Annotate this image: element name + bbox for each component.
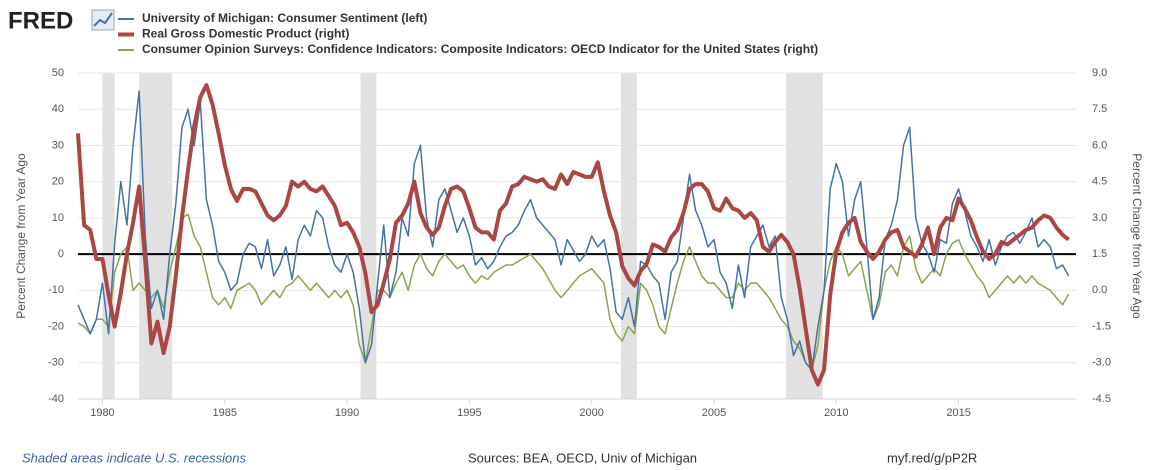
y-tick-label: 0 [58, 248, 64, 260]
y2-tick-label: 1.5 [1092, 248, 1107, 260]
x-tick-label: 1980 [90, 407, 114, 419]
footer-sources: Sources: BEA, OECD, Univ of Michigan [468, 450, 697, 465]
footer-note: Shaded areas indicate U.S. recessions [22, 450, 247, 465]
logo: FRED [8, 7, 73, 34]
y-tick-label: -20 [48, 320, 64, 332]
y-tick-label: -10 [48, 284, 64, 296]
y2-tick-label: -1.5 [1092, 320, 1111, 332]
x-tick-label: 2000 [579, 407, 603, 419]
series-line [77, 90, 1070, 371]
legend-label: University of Michigan: Consumer Sentime… [142, 11, 427, 25]
y2-tick-label: 9.0 [1092, 67, 1107, 79]
legend-label: Real Gross Domestic Product (right) [142, 27, 349, 41]
y2-axis-label: Percent Change from Year Ago [1130, 153, 1144, 319]
x-tick-label: 2015 [946, 407, 970, 419]
y-tick-label: 40 [52, 103, 64, 115]
recession-band [360, 73, 377, 399]
x-tick-label: 1985 [213, 407, 237, 419]
y-tick-label: 50 [52, 67, 64, 79]
y-tick-label: 10 [52, 212, 64, 224]
series-line [76, 83, 1070, 387]
y-axis-label: Percent Change from Year Ago [14, 153, 28, 319]
y2-tick-label: 7.5 [1092, 103, 1107, 115]
y-tick-label: 20 [52, 176, 64, 188]
x-tick-label: 2005 [702, 407, 726, 419]
y2-tick-label: 6.0 [1092, 139, 1107, 151]
logo-icon [91, 9, 115, 31]
y-tick-label: -30 [48, 357, 64, 369]
legend-label: Consumer Opinion Surveys: Confidence Ind… [142, 42, 818, 56]
y2-tick-label: -3.0 [1092, 357, 1111, 369]
recession-band [621, 73, 637, 399]
y2-tick-label: -4.5 [1092, 393, 1111, 405]
footer-link[interactable]: myf.red/g/pP2R [887, 450, 977, 465]
y-tick-label: 30 [52, 139, 64, 151]
y2-tick-label: 4.5 [1092, 176, 1107, 188]
y-tick-label: -40 [48, 393, 64, 405]
y2-tick-label: 3.0 [1092, 212, 1107, 224]
y2-tick-label: 0.0 [1092, 284, 1107, 296]
recession-band [102, 73, 115, 399]
x-tick-label: 1995 [457, 407, 481, 419]
x-tick-label: 2010 [824, 407, 848, 419]
x-tick-label: 1990 [335, 407, 359, 419]
